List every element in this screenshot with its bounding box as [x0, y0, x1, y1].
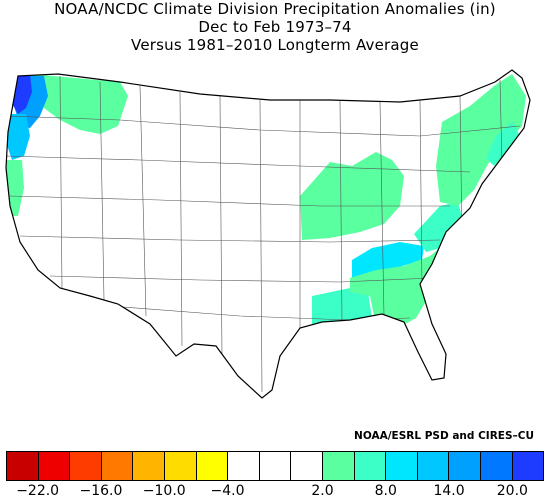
legend-swatch — [417, 452, 450, 480]
title-line-1: NOAA/NCDC Climate Division Precipitation… — [54, 0, 496, 18]
anomaly-oregon-coast — [6, 114, 30, 160]
legend-tick-label: 14.0 — [433, 483, 465, 499]
anomaly-areas — [6, 74, 526, 352]
legend-tick-label: −10.0 — [142, 483, 186, 499]
title-line-3: Versus 1981–2010 Longterm Average — [131, 36, 419, 54]
title-line-2: Dec to Feb 1973–74 — [198, 18, 352, 36]
legend-swatch — [196, 452, 229, 480]
legend-swatch — [322, 452, 355, 480]
legend-tick-label: 2.0 — [311, 483, 334, 499]
anomaly-northeast — [436, 74, 526, 206]
legend-swatch — [480, 452, 513, 480]
legend-swatch — [38, 452, 71, 480]
legend-swatch — [291, 452, 323, 480]
map-title: NOAA/NCDC Climate Division Precipitation… — [0, 0, 550, 54]
legend-swatch — [228, 452, 260, 480]
legend-tick-label: −4.0 — [210, 483, 245, 499]
legend-tick-label: −22.0 — [16, 483, 60, 499]
legend-tick-labels: −22.0 −16.0 −10.0 −4.0 2.0 8.0 14.0 20.0 — [0, 483, 550, 500]
legend-tick-label: 20.0 — [496, 483, 528, 499]
legend-tick-label: −16.0 — [79, 483, 123, 499]
anomaly-northern-california — [6, 160, 24, 216]
legend-swatch — [133, 452, 165, 480]
anomaly-tennessee-valley — [352, 242, 424, 278]
anomaly-southeast — [350, 238, 456, 328]
division-lines — [6, 75, 521, 393]
legend-swatch — [354, 452, 387, 480]
credit-text: NOAA/ESRL PSD and CIRES–CU — [354, 430, 534, 442]
legend-swatch — [512, 452, 544, 480]
legend-swatch — [386, 452, 418, 480]
legend-swatch — [259, 452, 292, 480]
anomaly-new-england-coast — [486, 122, 520, 166]
legend-swatch — [449, 452, 481, 480]
legend-swatch — [164, 452, 197, 480]
anomaly-pnw-interior — [30, 74, 128, 134]
legend-swatch — [7, 452, 39, 480]
legend-swatch — [70, 452, 102, 480]
legend-swatch — [101, 452, 134, 480]
legend-tick-label: 8.0 — [374, 483, 397, 499]
us-climate-division-map — [5, 69, 531, 399]
legend-color-bar — [6, 451, 544, 481]
anomaly-ohio-valley — [300, 152, 404, 240]
